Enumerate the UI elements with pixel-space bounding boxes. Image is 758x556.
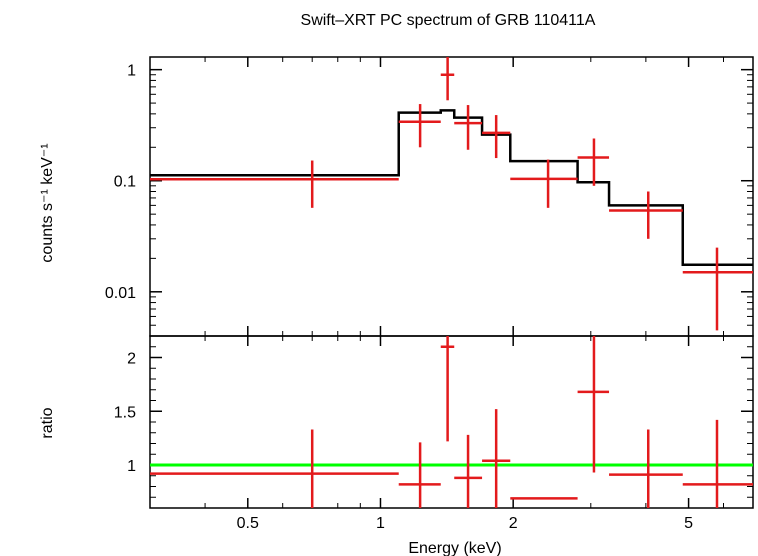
ratio-y-tick-label: 1 xyxy=(127,458,136,475)
chart-title: Swift–XRT PC spectrum of GRB 110411A xyxy=(301,12,596,29)
x-tick-label: 1 xyxy=(376,515,385,532)
x-tick-label: 2 xyxy=(509,515,518,532)
ratio-frame xyxy=(149,335,754,509)
spectrum-y-tick-label: 0.01 xyxy=(105,285,136,302)
spectrum-panel: 0.01 0.1 1 xyxy=(105,56,754,337)
spectrum-y-tick-label: 0.1 xyxy=(114,174,136,191)
x-tick-label: 5 xyxy=(684,515,693,532)
ratio-y-axis-label: ratio xyxy=(39,407,56,438)
spectrum-frame xyxy=(149,56,754,337)
spectrum-y-tick-label: 1 xyxy=(127,63,136,80)
ratio-panel: 0.5 1 2 5 1 1.5 2 xyxy=(114,335,754,532)
model-step-line xyxy=(150,109,753,267)
x-tick-label: 0.5 xyxy=(237,515,259,532)
spectrum-y-axis-label: counts s⁻¹ keV⁻¹ xyxy=(39,143,56,262)
x-axis-label: Energy (keV) xyxy=(408,540,501,556)
ratio-y-tick-label: 1.5 xyxy=(114,404,136,421)
ratio-y-tick-label: 2 xyxy=(127,351,136,368)
